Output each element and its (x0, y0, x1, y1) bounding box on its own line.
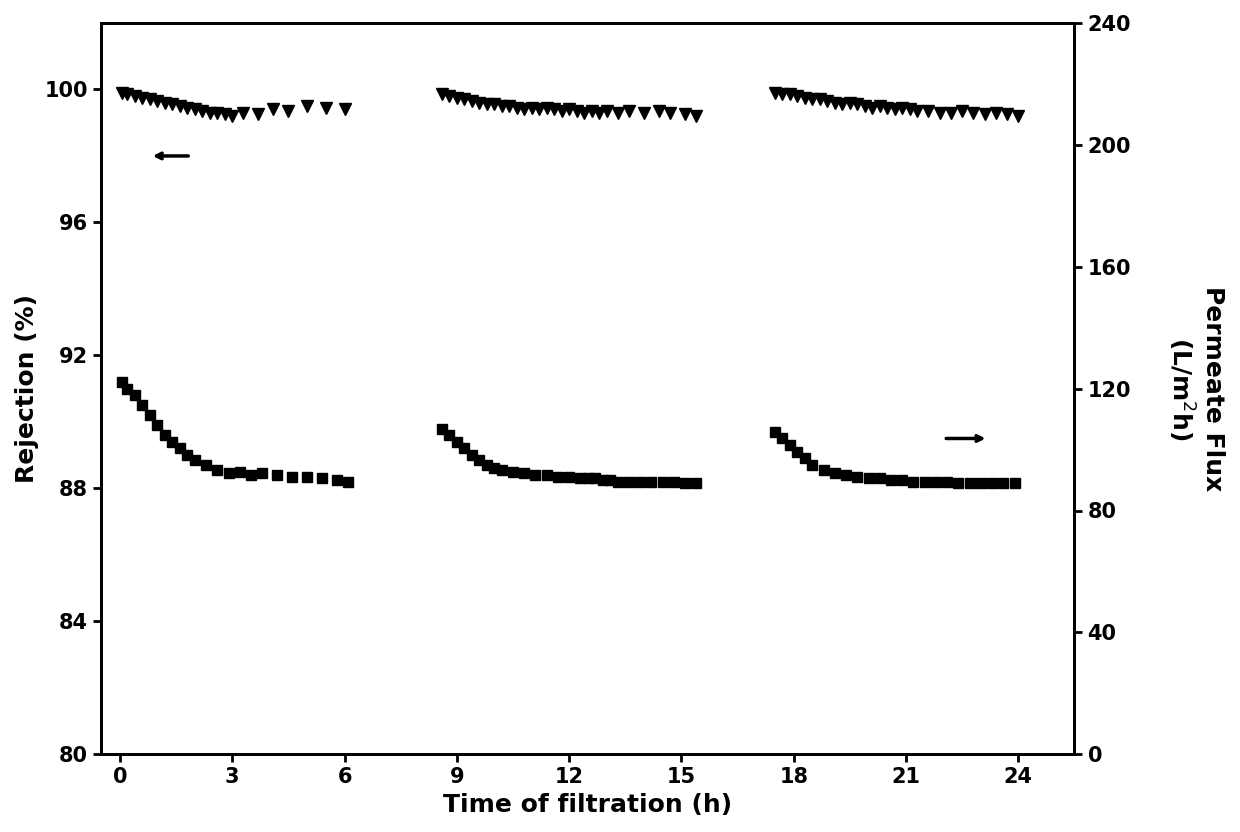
Y-axis label: Permeate Flux
(L/m$^2$h): Permeate Flux (L/m$^2$h) (1166, 286, 1225, 491)
Y-axis label: Rejection (%): Rejection (%) (15, 295, 38, 483)
X-axis label: Time of filtration (h): Time of filtration (h) (443, 793, 733, 817)
